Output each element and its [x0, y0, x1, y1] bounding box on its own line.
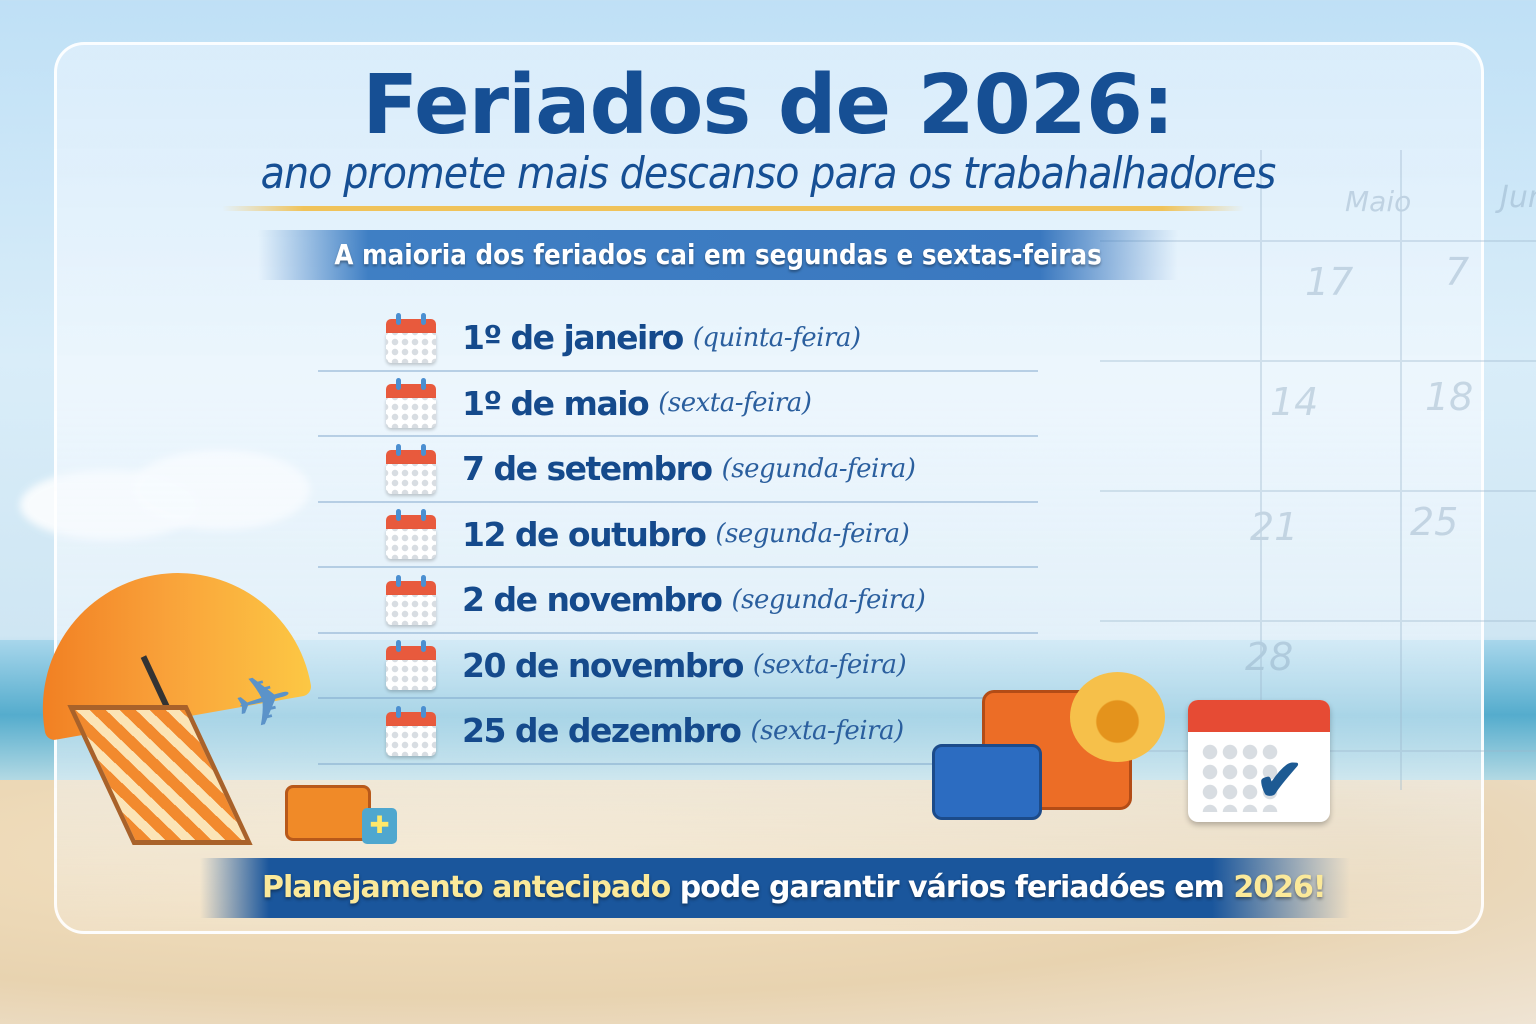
holiday-weekday: (segunda-feira) [715, 519, 910, 550]
holiday-item: 12 de outubro (segunda-feira) [318, 503, 1038, 568]
footer-year: 2026! [1233, 870, 1326, 905]
calendar-icon [386, 378, 436, 429]
suitcase-icon [932, 744, 1042, 820]
subtitle: ano promete mais descanso para os trabah… [260, 148, 1277, 199]
footer-highlight: Planejamento antecipado [262, 870, 671, 905]
holiday-weekday: (segunda-feira) [731, 584, 926, 615]
holiday-date: 25 de dezembro [462, 711, 742, 751]
holiday-weekday: (sexta-feira) [658, 388, 812, 419]
holiday-weekday: (segunda-feira) [721, 453, 916, 484]
holiday-item: 20 de novembro (sexta-feira) [318, 634, 1038, 699]
calendar-icon [386, 705, 436, 756]
footer-banner: Planejamento antecipado pode garantir vá… [200, 858, 1350, 918]
suitcase-icon [285, 785, 371, 841]
holiday-date: 12 de outubro [462, 514, 707, 554]
background-calendar: Maio Jun 17 7 14 18 21 25 28 [1100, 150, 1536, 790]
first-aid-kit-icon: ✚ [362, 808, 397, 844]
holiday-date: 1º de maio [462, 383, 650, 423]
banner-text: A maioria dos feriados cai em segundas e… [334, 238, 1102, 271]
calendar-icon [386, 443, 436, 494]
holiday-item: 1º de maio (sexta-feira) [318, 372, 1038, 437]
holiday-item: 2 de novembro (segunda-feira) [318, 568, 1038, 634]
holiday-list: 1º de janeiro (quinta-feira) 1º de maio (s… [318, 306, 1038, 765]
footer-text: pode garantir vários feriadóes em [670, 870, 1234, 905]
sun-hat-icon [1070, 672, 1165, 762]
calendar-icon [386, 509, 436, 560]
holiday-weekday: (sexta-feira) [752, 650, 907, 681]
page-title: Feriados de 2026: [362, 58, 1174, 153]
calendar-check-icon: ✔ [1188, 700, 1330, 822]
calendar-icon [386, 640, 436, 691]
holiday-item: 25 de dezembro (sexta-feira) [318, 699, 1038, 765]
holiday-date: 2 de novembro [462, 580, 723, 620]
holiday-weekday: (sexta-feira) [750, 715, 904, 746]
holiday-date: 1º de janeiro [462, 318, 684, 358]
calendar-icon [386, 574, 436, 625]
holiday-date: 20 de novembro [462, 645, 744, 685]
banner: A maioria dos feriados cai em segundas e… [258, 230, 1178, 280]
divider [222, 206, 1244, 211]
holiday-item: 1º de janeiro (quinta-feira) [318, 306, 1038, 372]
holiday-item: 7 de setembro (segunda-feira) [318, 437, 1038, 503]
calendar-icon [386, 312, 436, 363]
holiday-weekday: (quinta-feira) [692, 322, 861, 353]
holiday-date: 7 de setembro [462, 449, 713, 489]
